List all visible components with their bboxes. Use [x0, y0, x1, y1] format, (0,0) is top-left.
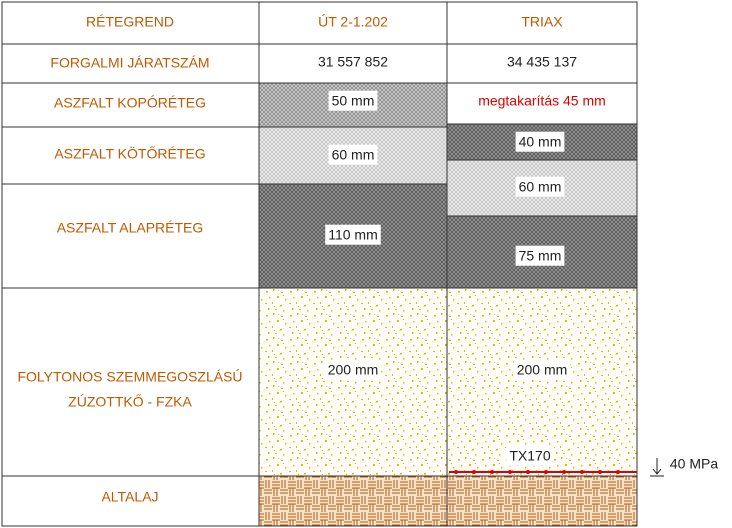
row-label: ZÚZOTTKŐ - FZKA: [68, 394, 192, 410]
saving: megtakarítás 45 mm: [478, 93, 606, 109]
row-label: FORGALMI JÁRATSZÁM: [50, 55, 209, 71]
thickness: 60 mm: [519, 179, 562, 195]
geogrid-node: [598, 470, 602, 474]
layer-fill: [258, 287, 448, 477]
label-box: [515, 245, 565, 266]
header: ÚT 2-1.202: [318, 14, 388, 30]
row-label: ASZFALT ALAPRÉTEG: [57, 220, 204, 236]
traffic-value: 34 435 137: [507, 54, 577, 70]
thickness: 60 mm: [332, 147, 375, 163]
geogrid-label: TX170: [509, 448, 550, 464]
label-box: [328, 90, 378, 111]
row-label: ALTALAJ: [101, 489, 158, 505]
header: RÉTEGREND: [86, 14, 174, 30]
geogrid-node: [616, 470, 620, 474]
traffic-value: 31 557 852: [318, 54, 388, 70]
cell-lines: [2, 2, 637, 526]
row-label: ASZFALT KÖTŐRÉTEG: [54, 145, 205, 162]
geogrid-node: [562, 470, 566, 474]
layer-fill: [446, 287, 638, 477]
label-box: [515, 176, 565, 197]
label-box: [515, 131, 565, 152]
row-label: FOLYTONOS SZEMMEGOSZLÁSÚ: [17, 369, 242, 385]
label-box: [324, 359, 382, 380]
label-box: [506, 445, 554, 466]
geogrid-node: [454, 470, 458, 474]
thickness: 110 mm: [328, 227, 378, 243]
thickness: 200 mm: [517, 362, 568, 378]
geogrid-nodes: [454, 470, 620, 474]
thickness: 40 mm: [519, 134, 562, 150]
geogrid-node: [490, 470, 494, 474]
layer-fill: [446, 475, 638, 527]
annotation-arrow: [650, 458, 664, 477]
label-box: [328, 144, 378, 165]
geogrid-node: [544, 470, 548, 474]
thickness: 75 mm: [519, 248, 562, 264]
layer-fill: [258, 475, 448, 527]
header: TRIAX: [521, 14, 563, 30]
thickness: 50 mm: [332, 93, 375, 109]
geogrid-node: [526, 470, 530, 474]
row-label: ASZFALT KOPÓRÉTEG: [54, 95, 206, 111]
label-box: [325, 224, 381, 245]
geogrid-node: [472, 470, 476, 474]
geogrid-node: [508, 470, 512, 474]
geogrid-node: [580, 470, 584, 474]
thickness: 200 mm: [328, 362, 379, 378]
annotation: 40 MPa: [670, 456, 718, 472]
label-box: [513, 359, 571, 380]
